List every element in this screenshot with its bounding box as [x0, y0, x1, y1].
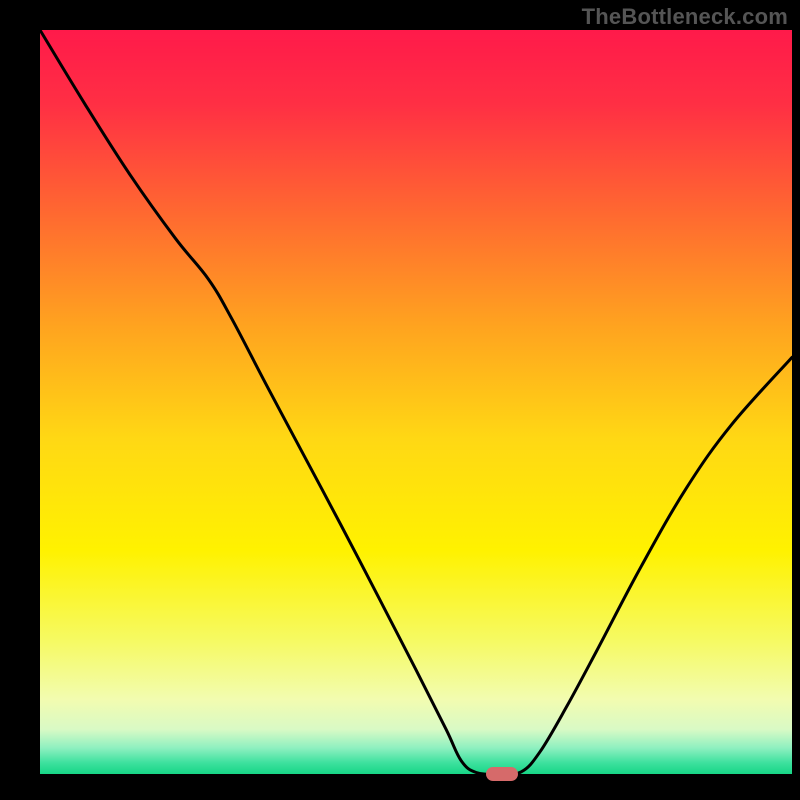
- chart-canvas: { "meta": { "watermark": "TheBottleneck.…: [0, 0, 800, 800]
- gradient-plot: [0, 0, 800, 800]
- watermark: TheBottleneck.com: [582, 4, 788, 30]
- plot-area: [40, 30, 792, 774]
- bottleneck-marker: [486, 767, 518, 781]
